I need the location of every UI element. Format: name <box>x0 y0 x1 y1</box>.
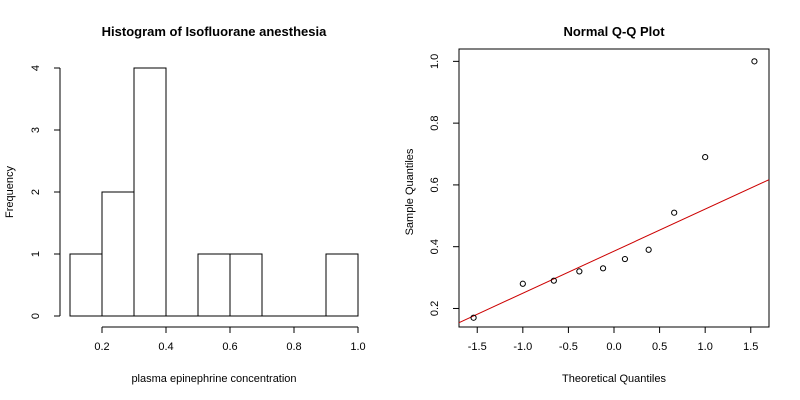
histogram-bar <box>69 253 103 317</box>
histogram-x-tick-label: 0.4 <box>158 341 173 353</box>
qq-y-tick-label: 0.4 <box>429 239 441 254</box>
histogram-bar <box>101 191 135 317</box>
qq-y-tick-label: 0.8 <box>429 115 441 130</box>
qq-plot-panel: Normal Q-Q Plot Theoretical Quantiles Sa… <box>404 24 770 385</box>
qq-reference-line <box>458 179 770 324</box>
qq-plot-title: Normal Q-Q Plot <box>563 24 665 39</box>
qq-point <box>621 255 629 263</box>
histogram-y-tick-label: 2 <box>30 189 42 195</box>
qq-plot-y-axis-label: Sample Quantiles <box>404 148 416 235</box>
histogram-y-axis-label: Frequency <box>4 166 16 218</box>
qq-point <box>645 246 652 253</box>
qq-x-tick-label: 1.0 <box>698 341 713 353</box>
histogram-x-tick-label: 0.2 <box>94 341 109 353</box>
histogram-y-tick-label: 1 <box>30 251 42 257</box>
histogram-bar <box>197 253 231 317</box>
qq-y-tick-label: 0.6 <box>429 177 441 192</box>
histogram-bars <box>69 67 359 317</box>
qq-plot-frame <box>458 48 770 328</box>
qq-plot-x-axis: -1.5 -1.0 -0.5 0.0 0.5 1.0 1.5 <box>468 327 758 353</box>
histogram-bar <box>229 253 263 317</box>
histogram-x-axis-label: plasma epinephrine concentration <box>131 373 296 385</box>
qq-point <box>550 277 557 284</box>
qq-point <box>470 314 477 321</box>
qq-x-tick-label: -1.5 <box>468 341 487 353</box>
qq-plot-x-axis-label: Theoretical Quantiles <box>562 373 666 385</box>
qq-point <box>751 58 758 65</box>
qq-point <box>702 154 709 161</box>
qq-x-tick-label: -0.5 <box>559 341 578 353</box>
qq-x-tick-label: -1.0 <box>513 341 532 353</box>
histogram-y-tick-label: 3 <box>30 127 42 133</box>
qq-x-tick-label: 0.0 <box>606 341 621 353</box>
qq-plot-y-axis: 0.2 0.4 0.6 0.8 1.0 <box>429 54 459 316</box>
histogram-x-tick-label: 0.6 <box>222 341 237 353</box>
histogram-bar <box>133 67 167 317</box>
histogram-title: Histogram of Isofluorane anesthesia <box>102 24 327 39</box>
histogram-x-tick-label: 0.8 <box>286 341 301 353</box>
histogram-x-axis: 0.2 0.4 0.6 0.8 1.0 <box>94 326 366 353</box>
qq-x-tick-label: 0.5 <box>652 341 667 353</box>
histogram-panel: Histogram of Isofluorane anesthesia plas… <box>4 24 366 385</box>
qq-point <box>671 209 678 216</box>
histogram-bar <box>325 253 359 317</box>
histogram-y-tick-label: 0 <box>30 313 42 319</box>
histogram-y-tick-label: 4 <box>30 65 42 71</box>
histogram-x-tick-label: 1.0 <box>350 341 365 353</box>
qq-y-tick-label: 0.2 <box>429 301 441 316</box>
histogram-y-axis: 0 1 2 3 4 <box>30 65 61 319</box>
qq-point <box>599 265 607 272</box>
qq-point <box>576 268 583 275</box>
qq-y-tick-label: 1.0 <box>429 54 441 69</box>
qq-point <box>519 280 526 287</box>
qq-x-tick-label: 1.5 <box>743 341 758 353</box>
qq-points <box>470 58 758 321</box>
